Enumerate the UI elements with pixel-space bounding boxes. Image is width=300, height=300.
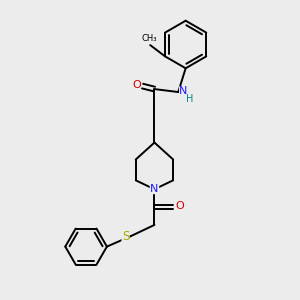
Text: S: S — [122, 230, 129, 243]
Text: CH₃: CH₃ — [142, 34, 157, 43]
Text: H: H — [186, 94, 193, 104]
Text: N: N — [179, 86, 188, 96]
Text: O: O — [132, 80, 141, 90]
Text: N: N — [150, 184, 159, 194]
Text: O: O — [175, 201, 184, 211]
